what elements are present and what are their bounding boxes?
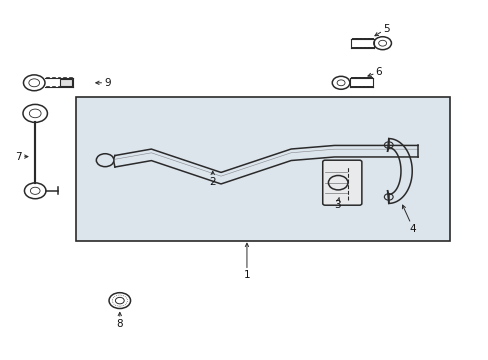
Text: 5: 5 bbox=[374, 24, 389, 36]
Bar bbox=[76, 97, 449, 241]
Text: 9: 9 bbox=[96, 78, 111, 88]
Text: 3: 3 bbox=[333, 197, 340, 210]
Text: 8: 8 bbox=[116, 312, 123, 329]
FancyBboxPatch shape bbox=[322, 160, 361, 205]
Text: 2: 2 bbox=[209, 171, 216, 187]
Text: 6: 6 bbox=[367, 67, 382, 77]
Text: 7: 7 bbox=[15, 152, 28, 162]
Text: 1: 1 bbox=[243, 243, 250, 280]
Text: 4: 4 bbox=[402, 205, 416, 234]
Bar bbox=[60, 79, 72, 86]
